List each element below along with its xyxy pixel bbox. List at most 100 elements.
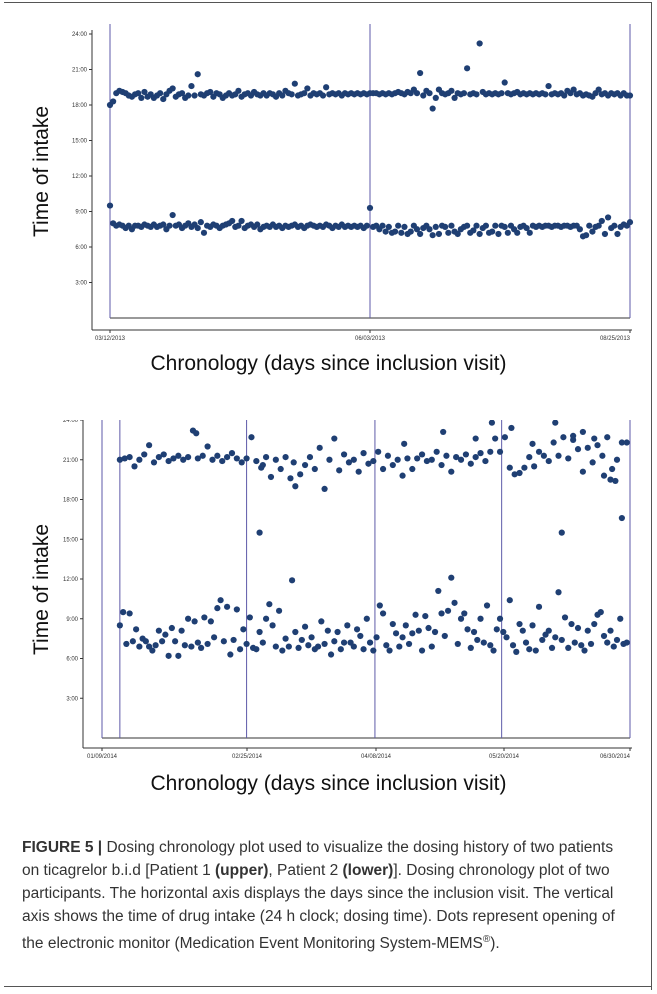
data-point: [560, 434, 567, 441]
data-point: [418, 647, 426, 654]
caption-part: Dosing chronology plot used to visualize…: [22, 839, 614, 879]
data-point: [457, 456, 465, 463]
data-point: [197, 219, 204, 226]
data-point: [198, 644, 205, 651]
data-point: [292, 483, 299, 490]
data-point: [495, 230, 502, 238]
data-point: [233, 455, 240, 462]
data-point: [440, 428, 447, 436]
data-point: [394, 456, 401, 463]
data-point: [591, 620, 598, 628]
data-point: [462, 451, 470, 458]
y-tick-label: 18:00: [72, 103, 88, 109]
data-point: [584, 627, 591, 634]
data-point: [389, 620, 396, 628]
data-point: [157, 90, 164, 97]
data-point: [141, 451, 148, 458]
data-point: [522, 639, 530, 646]
data-point: [514, 229, 521, 236]
data-point: [379, 465, 387, 473]
data-point: [523, 224, 530, 232]
data-point: [201, 614, 208, 621]
data-point: [360, 646, 367, 653]
data-point: [141, 88, 148, 96]
data-point: [472, 454, 479, 461]
data-point: [548, 644, 556, 651]
data-point: [370, 457, 377, 465]
data-point: [545, 82, 552, 90]
data-point: [253, 646, 260, 653]
data-point: [529, 440, 536, 447]
data-point: [489, 228, 496, 235]
data-point: [160, 451, 167, 458]
data-point: [340, 639, 348, 646]
data-point: [327, 651, 335, 658]
data-point: [131, 463, 138, 470]
data-point: [379, 222, 386, 229]
data-point: [589, 228, 596, 235]
data-point: [366, 204, 374, 212]
data-point: [236, 646, 244, 653]
data-point: [409, 630, 416, 637]
data-point: [448, 468, 455, 475]
data-point: [188, 82, 195, 90]
data-point: [209, 456, 216, 463]
data-point: [336, 467, 343, 474]
data-point: [422, 613, 429, 620]
data-point: [129, 638, 136, 645]
data-point: [519, 627, 526, 634]
data-point: [138, 94, 145, 101]
data-point: [266, 601, 273, 608]
data-point: [279, 92, 286, 99]
data-point: [496, 448, 504, 455]
data-point: [220, 638, 227, 645]
x-tick-label: 06/30/2014: [600, 754, 631, 760]
data-point: [454, 230, 461, 238]
x-tick-label: 02/25/2014: [232, 754, 263, 760]
figure-caption: FIGURE 5 | Dosing chronology plot used t…: [22, 836, 632, 955]
caption-part: (lower): [342, 862, 394, 879]
data-point: [607, 476, 614, 483]
data-point: [282, 635, 289, 642]
data-point: [409, 465, 416, 473]
data-point: [550, 439, 557, 446]
data-point: [438, 610, 445, 617]
data-point: [399, 634, 406, 641]
data-point: [392, 630, 400, 637]
data-point: [414, 455, 421, 462]
data-point: [194, 639, 201, 646]
data-point: [311, 465, 318, 473]
data-point: [133, 626, 140, 633]
x-tick-label: 03/12/2013: [95, 336, 126, 342]
data-point: [451, 599, 458, 606]
data-point: [345, 459, 353, 466]
data-point: [142, 638, 149, 645]
data-point: [535, 603, 543, 610]
bottom-rule: [4, 986, 652, 987]
data-point: [304, 85, 311, 92]
data-point: [301, 90, 308, 97]
data-point: [301, 461, 309, 469]
data-point: [193, 430, 200, 437]
data-point: [178, 90, 186, 97]
data-point: [618, 439, 625, 446]
data-point: [473, 91, 480, 98]
data-point: [483, 602, 491, 609]
data-point: [200, 229, 208, 236]
data-point: [282, 454, 289, 461]
data-point: [350, 643, 357, 650]
data-point: [385, 223, 392, 230]
data-point: [428, 643, 435, 650]
data-point: [207, 88, 214, 96]
data-point: [426, 90, 433, 97]
data-point: [598, 217, 605, 225]
data-point: [269, 622, 276, 629]
data-point: [121, 455, 128, 462]
data-point: [243, 455, 250, 462]
data-point: [228, 450, 236, 457]
data-point: [470, 227, 477, 234]
data-point: [435, 587, 442, 595]
y-tick-label: 6:00: [75, 245, 87, 251]
data-point: [604, 434, 611, 441]
data-point: [574, 624, 582, 632]
